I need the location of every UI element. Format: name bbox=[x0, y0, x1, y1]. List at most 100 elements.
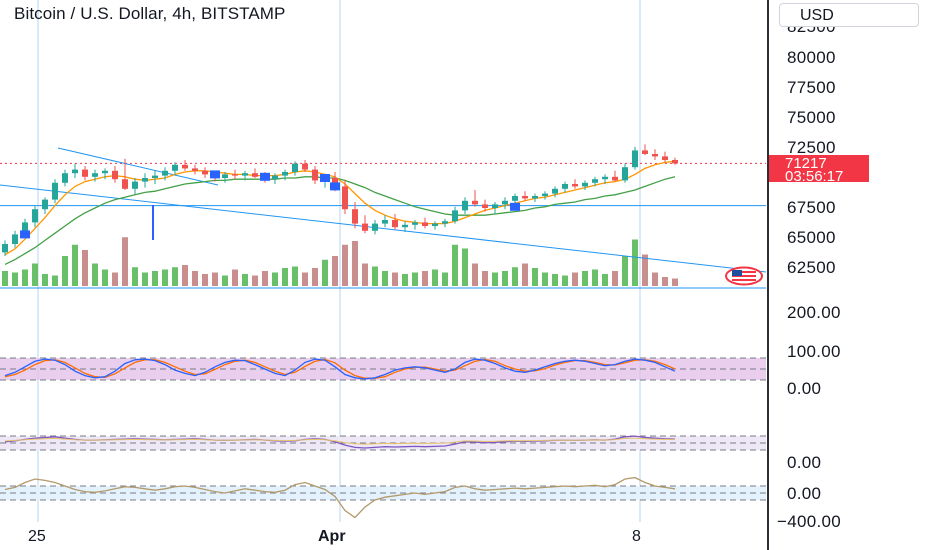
candle-body bbox=[512, 196, 518, 201]
price-tick-65000: 65000 bbox=[787, 228, 836, 247]
candle-body bbox=[562, 184, 568, 189]
volume-bar bbox=[532, 268, 538, 286]
cci-line bbox=[4, 476, 676, 519]
volume-bar bbox=[302, 272, 308, 286]
trend-lines bbox=[0, 147, 766, 273]
volume-bar bbox=[452, 244, 458, 286]
time-label-apr: Apr bbox=[318, 528, 346, 545]
volume-bar bbox=[212, 272, 218, 286]
candle-body bbox=[72, 169, 78, 174]
candle-body bbox=[462, 200, 468, 211]
currency-selector[interactable]: USD bbox=[779, 3, 919, 27]
volume-bar bbox=[412, 272, 418, 286]
volume-bar bbox=[382, 271, 388, 286]
candle-body bbox=[372, 223, 378, 231]
volume-bar bbox=[642, 254, 648, 286]
volume-bar bbox=[622, 256, 628, 286]
volume-bar bbox=[282, 268, 288, 286]
candle-body bbox=[162, 170, 168, 176]
volume-bar bbox=[352, 241, 358, 286]
candle-body bbox=[252, 173, 258, 177]
chart-canvas[interactable] bbox=[0, 0, 766, 550]
candle-body bbox=[42, 199, 48, 210]
volume-bar bbox=[342, 244, 348, 286]
candle-body bbox=[442, 221, 448, 224]
candle-body bbox=[342, 186, 348, 210]
volume-bar bbox=[242, 274, 248, 286]
volume-bar bbox=[172, 267, 178, 286]
candle-body bbox=[172, 164, 178, 171]
chart-pane[interactable]: Bitcoin / U.S. Dollar, 4h, BITSTAMP 25 A… bbox=[0, 0, 766, 550]
volume-bar bbox=[502, 271, 508, 286]
candle-body bbox=[482, 204, 488, 208]
candle-body bbox=[2, 244, 8, 253]
candle-body bbox=[662, 156, 668, 160]
volume-bar bbox=[252, 275, 258, 286]
cci-tick-0: 0.00 bbox=[787, 484, 822, 503]
volume-bar bbox=[122, 237, 128, 286]
current-price-label: 71217 03:56:17 bbox=[769, 155, 869, 185]
candle-body bbox=[202, 170, 208, 175]
volume-bar bbox=[572, 272, 578, 286]
candle-body bbox=[582, 182, 588, 187]
candle-body bbox=[652, 154, 658, 157]
resistance-trendline bbox=[57, 147, 219, 186]
volume-bar bbox=[632, 239, 638, 286]
candle-body bbox=[502, 200, 508, 205]
candle-body bbox=[62, 173, 68, 183]
volume-bar bbox=[42, 274, 48, 286]
cci-tick-minus-400: −400.00 bbox=[777, 512, 842, 531]
candle-body bbox=[122, 179, 128, 189]
volume-bar bbox=[112, 272, 118, 286]
candle-body bbox=[52, 182, 58, 200]
volume-bar bbox=[522, 263, 528, 286]
price-tick-67500: 67500 bbox=[787, 198, 836, 217]
candle-body bbox=[432, 223, 438, 226]
signal-marker bbox=[210, 170, 220, 179]
volume-bar bbox=[422, 271, 428, 286]
candle-body bbox=[452, 210, 458, 222]
stoch-tick-0: 0.00 bbox=[787, 379, 822, 398]
candle-body bbox=[32, 209, 38, 223]
bar-countdown: 03:56:17 bbox=[785, 168, 844, 185]
candle-body bbox=[382, 220, 388, 224]
volume-bar bbox=[362, 263, 368, 286]
candle-body bbox=[532, 196, 538, 199]
candle-body bbox=[242, 173, 248, 176]
candle-body bbox=[392, 220, 398, 228]
ma-slow-line bbox=[4, 176, 676, 265]
candle-body bbox=[402, 224, 408, 228]
candle-body bbox=[282, 172, 288, 176]
stoch-tick-100: 100.00 bbox=[787, 342, 841, 361]
volume-bar bbox=[292, 266, 298, 286]
volume-bar bbox=[12, 272, 18, 286]
candle-body bbox=[152, 175, 158, 178]
volume-bar bbox=[82, 250, 88, 286]
volume-bar bbox=[192, 271, 198, 286]
candle-body bbox=[142, 178, 148, 182]
indicator-bands bbox=[0, 357, 766, 501]
price-axis[interactable]: 82500 USD 80000 77500 75000 72500 71217 … bbox=[767, 0, 932, 550]
volume-bar bbox=[222, 275, 228, 286]
symbol-title[interactable]: Bitcoin / U.S. Dollar, 4h, BITSTAMP bbox=[14, 4, 286, 23]
volume-bar bbox=[2, 271, 8, 286]
candle-body bbox=[642, 150, 648, 154]
volume-bar bbox=[322, 259, 328, 286]
candle-body bbox=[412, 222, 418, 225]
volume-bars bbox=[2, 237, 678, 286]
candle-body bbox=[292, 163, 298, 172]
volume-bar bbox=[672, 278, 678, 286]
volume-bar bbox=[62, 256, 68, 286]
price-tick-62500: 62500 bbox=[787, 258, 836, 277]
us-flag-icon[interactable] bbox=[724, 266, 764, 286]
candle-body bbox=[82, 169, 88, 177]
price-tick-75000: 75000 bbox=[787, 108, 836, 127]
candle-body bbox=[352, 209, 358, 224]
candle-body bbox=[302, 163, 308, 170]
support-trendline bbox=[0, 184, 766, 273]
candle-body bbox=[362, 223, 368, 231]
candle-body bbox=[422, 222, 428, 226]
candle-body bbox=[672, 160, 678, 164]
candle-body bbox=[472, 200, 478, 205]
volume-bar bbox=[102, 269, 108, 286]
